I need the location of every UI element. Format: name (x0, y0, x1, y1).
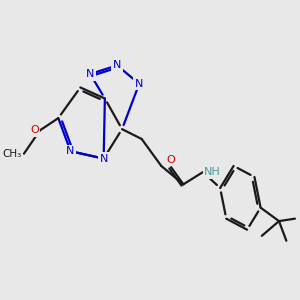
Text: N: N (66, 146, 75, 156)
Text: O: O (167, 155, 176, 165)
Text: N: N (135, 79, 143, 89)
Text: N: N (86, 69, 94, 79)
Text: N: N (100, 154, 108, 164)
Text: CH₃: CH₃ (2, 149, 22, 159)
Text: N: N (113, 60, 121, 70)
Text: NH: NH (204, 167, 221, 177)
Text: O: O (30, 125, 39, 135)
